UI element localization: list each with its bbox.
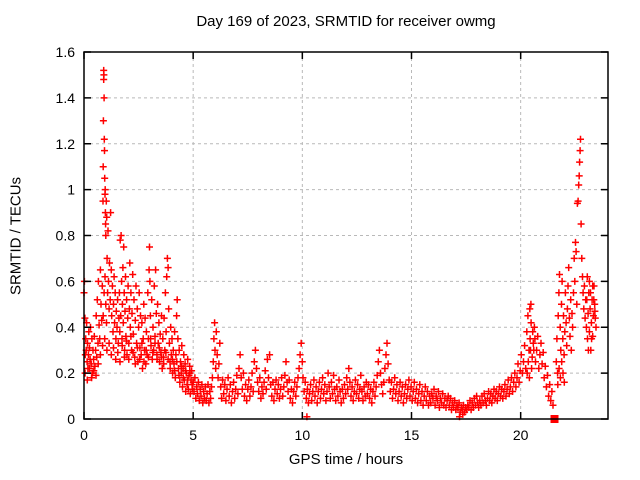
y-tick-label: 1.6 bbox=[56, 44, 76, 60]
y-tick-label: 0.6 bbox=[56, 273, 76, 289]
x-tick-label: 0 bbox=[80, 427, 88, 443]
y-tick-label: 0.8 bbox=[56, 228, 76, 244]
y-tick-label: 0.4 bbox=[56, 319, 76, 335]
y-tick-label: 1.2 bbox=[56, 136, 76, 152]
y-tick-label: 0.2 bbox=[56, 365, 76, 381]
x-tick-label: 15 bbox=[404, 427, 420, 443]
x-axis-label: GPS time / hours bbox=[288, 451, 404, 468]
x-tick-label: 5 bbox=[189, 427, 197, 443]
x-tick-label: 10 bbox=[295, 427, 311, 443]
chart-title: Day 169 of 2023, SRMTID for receiver owm… bbox=[196, 13, 496, 30]
y-tick-label: 1 bbox=[67, 182, 75, 198]
y-tick-label: 1.4 bbox=[56, 90, 76, 106]
data-points-plus bbox=[80, 66, 600, 421]
x-tick-label: 20 bbox=[513, 427, 529, 443]
y-tick-label: 0 bbox=[67, 411, 75, 427]
